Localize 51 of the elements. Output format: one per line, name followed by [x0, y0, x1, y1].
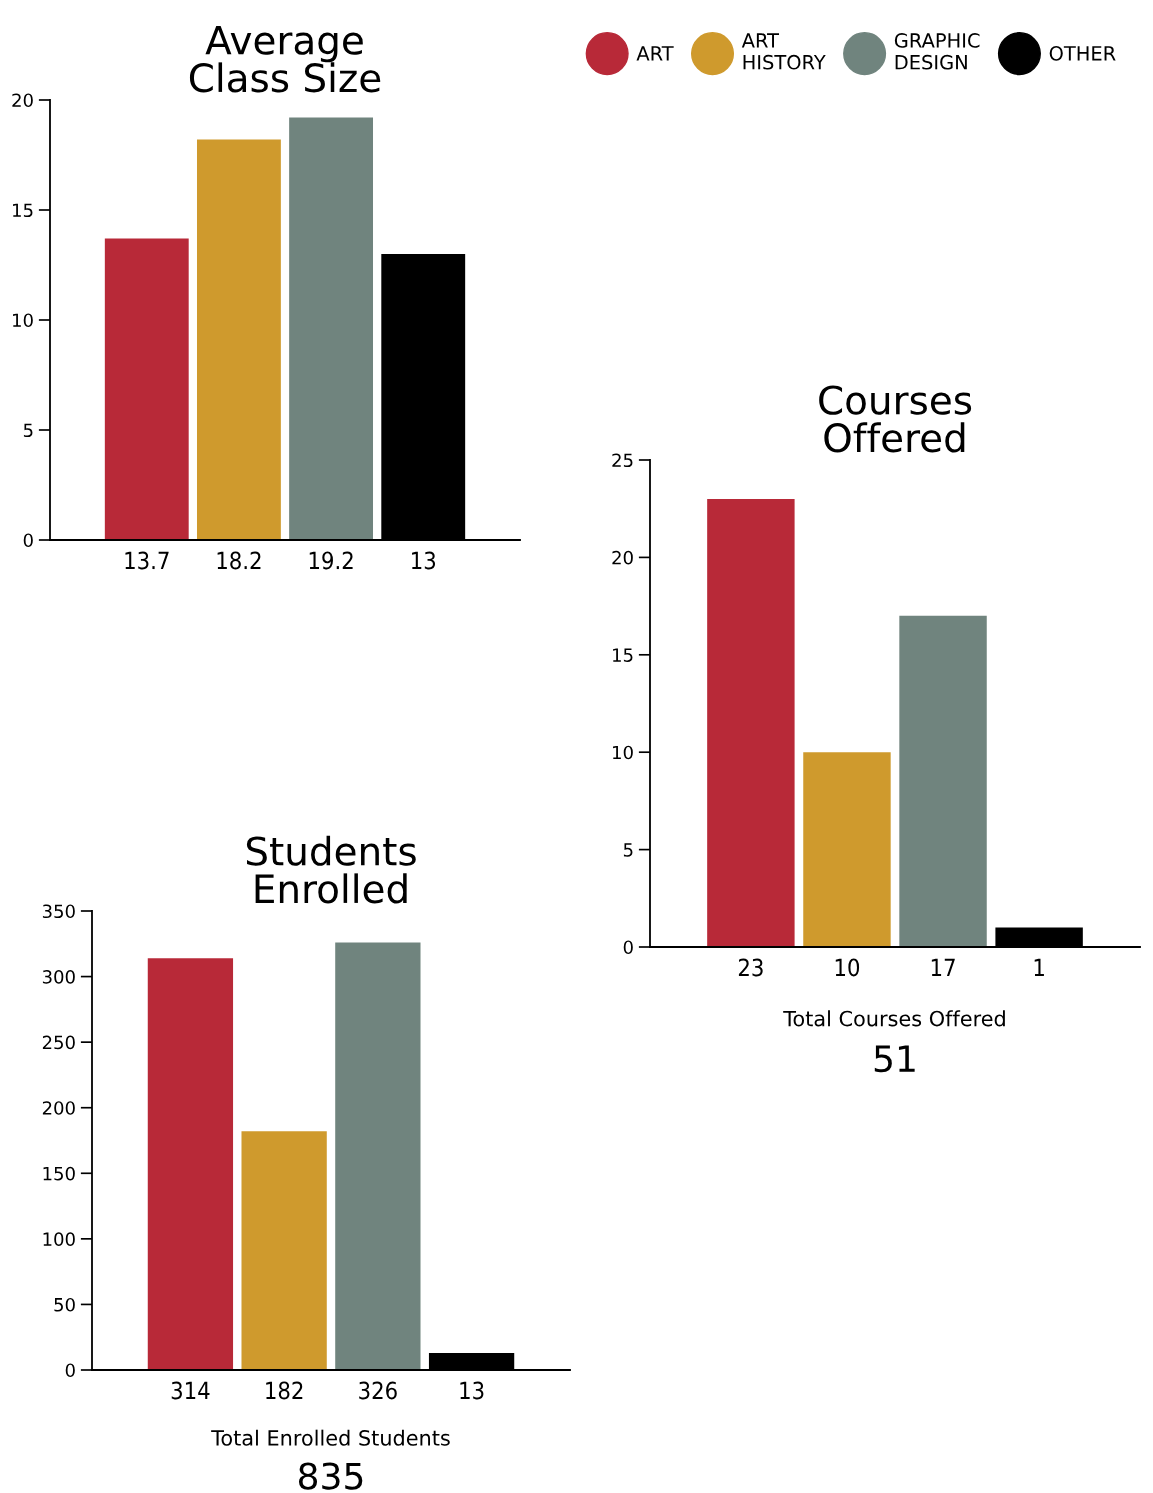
- text: Total Courses Offered: [783, 1010, 1005, 1027]
- text: 835: [298, 1462, 363, 1490]
- data-label: 182: [266, 1381, 303, 1400]
- y-tick-label: 5: [23, 423, 33, 438]
- y-tick-label: 300: [42, 970, 75, 984]
- data-label: 13: [460, 1381, 484, 1400]
- chart-title: Courses Offered: [819, 385, 972, 453]
- data-label: 23: [738, 958, 763, 977]
- y-tick-label: 10: [613, 745, 633, 760]
- y-tick-label: 50: [54, 1297, 75, 1312]
- y-tick-label: 20: [12, 93, 33, 108]
- legend-label: OTHER: [1049, 45, 1116, 61]
- data-label: 10: [835, 958, 860, 977]
- bar: [104, 238, 189, 540]
- data-label: 314: [171, 1381, 210, 1400]
- y-tick-label: 200: [42, 1101, 75, 1115]
- y-tick-label: 150: [43, 1166, 75, 1181]
- legend-label: ART: [636, 46, 674, 61]
- chart-title: Students Enrolled: [246, 835, 416, 904]
- bar: [899, 615, 987, 947]
- text: 51: [874, 1045, 915, 1073]
- y-tick-label: 10: [13, 313, 33, 328]
- y-tick-label: 0: [23, 533, 33, 548]
- y-tick-label: 350: [42, 904, 75, 919]
- bar: [707, 498, 795, 947]
- bar: [241, 1131, 327, 1370]
- bar: [803, 752, 891, 947]
- legend-label: GRAPHIC DESIGN: [894, 33, 980, 70]
- y-tick-label: 0: [623, 940, 633, 955]
- bar: [335, 942, 421, 1370]
- chart-title: Average Class Size: [189, 25, 381, 93]
- data-label: 1: [1034, 958, 1044, 977]
- data-label: 13: [412, 551, 436, 570]
- y-tick-label: 20: [612, 550, 633, 565]
- data-label: 17: [931, 958, 955, 977]
- y-tick-label: 15: [13, 203, 33, 218]
- bar: [196, 139, 281, 540]
- y-tick-label: 250: [42, 1035, 75, 1050]
- bar: [147, 958, 234, 1370]
- data-label: 13.7: [125, 551, 169, 570]
- legend-label: ART HISTORY: [741, 33, 826, 70]
- data-label: 19.2: [309, 551, 353, 570]
- data-label: 18.2: [217, 551, 261, 570]
- y-tick-label: 0: [65, 1363, 75, 1378]
- y-tick-label: 100: [43, 1232, 75, 1246]
- text: Total Enrolled Students: [211, 1429, 450, 1446]
- y-tick-label: 25: [612, 453, 633, 468]
- y-tick-label: 15: [613, 648, 633, 662]
- bar: [289, 117, 374, 540]
- data-label: 326: [359, 1381, 397, 1400]
- y-tick-label: 5: [623, 843, 633, 857]
